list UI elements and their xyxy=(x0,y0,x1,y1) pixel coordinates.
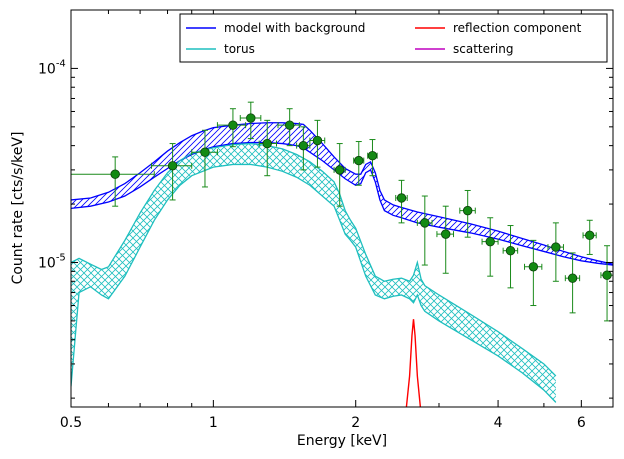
data-point xyxy=(191,129,218,188)
x-axis-label: Energy [keV] xyxy=(297,433,387,449)
data-point xyxy=(395,179,408,224)
legend: model with background reflection componen… xyxy=(179,13,608,63)
data-marker xyxy=(367,151,378,161)
data-marker xyxy=(551,242,561,252)
data-marker xyxy=(110,169,120,179)
y-tick-label: 10-4 xyxy=(38,58,66,77)
data-point xyxy=(71,156,155,207)
data-point xyxy=(239,101,262,140)
data-marker xyxy=(228,120,238,130)
data-point xyxy=(367,139,378,177)
data-marker xyxy=(354,155,364,166)
legend-label-reflection-component: reflection component xyxy=(453,21,582,35)
data-marker xyxy=(462,205,473,216)
data-marker xyxy=(335,165,345,175)
data-point xyxy=(416,195,433,266)
x-tick-label: 4 xyxy=(494,415,503,431)
data-point xyxy=(333,143,346,207)
data-marker xyxy=(485,236,495,247)
data-marker xyxy=(505,245,516,256)
data-point xyxy=(309,119,326,168)
plot-frame xyxy=(70,9,614,408)
data-marker xyxy=(167,161,178,171)
legend-label-model-with-background: model with background xyxy=(224,21,365,35)
data-marker xyxy=(567,273,578,283)
y-tick-label: 10-5 xyxy=(38,252,66,271)
model-with-background-band xyxy=(71,122,613,266)
data-marker xyxy=(284,120,295,130)
data-marker xyxy=(246,113,256,123)
x-tick-label: 0.5 xyxy=(60,415,82,431)
data-marker xyxy=(420,218,430,228)
data-point xyxy=(277,108,300,147)
data-point xyxy=(216,108,247,148)
torus-upper-line xyxy=(71,142,557,377)
data-points xyxy=(71,101,613,322)
y-axis-label: Count rate [cts/s/keV] xyxy=(10,132,26,285)
data-marker xyxy=(312,135,323,146)
model-bands xyxy=(71,122,613,403)
data-point xyxy=(547,222,564,282)
data-point xyxy=(582,219,597,255)
data-marker xyxy=(262,138,272,149)
data-point xyxy=(258,119,278,177)
legend-label-torus: torus xyxy=(224,42,255,56)
data-point xyxy=(502,225,519,289)
x-tick-label: 6 xyxy=(577,415,586,431)
reflection-component-line xyxy=(405,319,422,407)
legend-label-scattering: scattering xyxy=(453,42,514,56)
data-marker xyxy=(200,147,210,157)
data-marker xyxy=(528,262,539,272)
x-tick-label: 1 xyxy=(209,415,218,431)
data-marker xyxy=(441,229,451,239)
x-tick-label: 2 xyxy=(351,415,360,431)
data-point xyxy=(564,252,581,314)
torus-lower-line xyxy=(71,163,557,403)
data-marker xyxy=(585,230,595,241)
axis-ticks: 0.5 1 2 4 6 10-5 10-4 xyxy=(38,9,614,431)
data-marker xyxy=(602,270,612,280)
data-marker xyxy=(396,193,407,203)
data-point xyxy=(481,217,499,277)
data-point xyxy=(600,245,613,322)
data-marker xyxy=(298,140,309,151)
data-point xyxy=(459,189,476,238)
legend-box xyxy=(179,13,608,63)
data-point xyxy=(296,126,311,171)
data-point xyxy=(436,205,455,274)
data-point xyxy=(353,141,365,186)
data-point xyxy=(151,143,193,201)
data-point xyxy=(524,239,543,307)
